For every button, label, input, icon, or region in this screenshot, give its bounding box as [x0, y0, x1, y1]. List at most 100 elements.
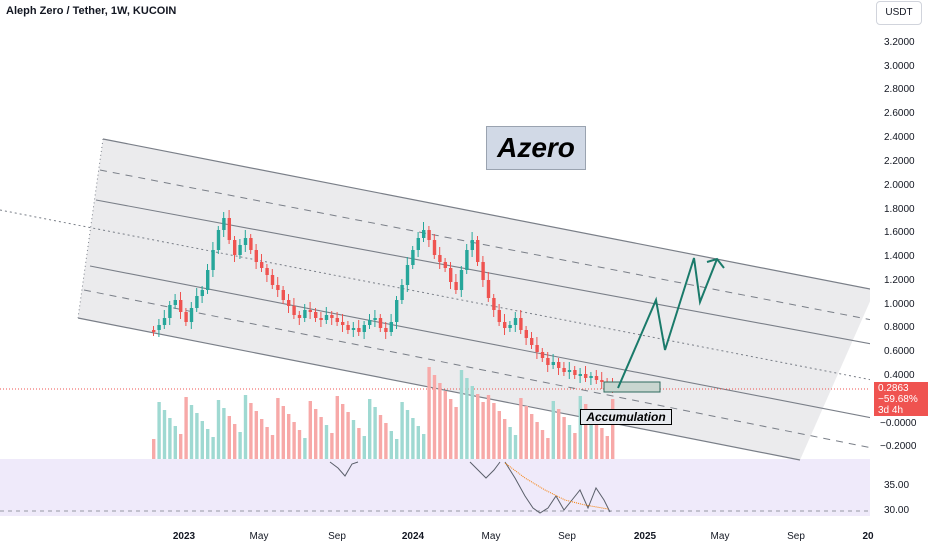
candle-body: [481, 262, 485, 280]
candle-body: [179, 300, 183, 312]
candle-body: [297, 315, 302, 318]
candle-body: [400, 285, 404, 300]
candle-body: [416, 238, 420, 250]
candle-body: [459, 270, 464, 290]
volume-bar: [243, 395, 248, 459]
candle-body: [535, 345, 539, 352]
time-tick: May: [481, 531, 501, 542]
candle-body: [589, 376, 593, 378]
volume-bar: [179, 434, 183, 459]
volume-bar: [557, 409, 561, 459]
candle-body: [378, 318, 383, 328]
candle-body: [211, 250, 215, 270]
candle-body: [513, 318, 518, 325]
volume-bar: [438, 383, 442, 459]
volume-bar: [287, 414, 291, 459]
volume-bar: [378, 415, 383, 459]
volume-bar: [206, 429, 210, 459]
candle-body: [368, 320, 372, 325]
candle-body: [184, 312, 188, 322]
volume-bar: [384, 423, 388, 459]
time-tick: Sep: [787, 531, 805, 542]
candle-body: [319, 318, 323, 320]
volume-bar: [605, 436, 609, 459]
candle-body: [594, 376, 599, 380]
candle-body: [524, 330, 528, 338]
candle-body: [162, 318, 167, 325]
candle-body: [557, 362, 561, 368]
candle-body: [243, 238, 248, 245]
volume-bar: [551, 401, 555, 459]
volume-bar: [195, 413, 199, 459]
volume-bar: [260, 419, 264, 459]
volume-bar: [508, 427, 512, 459]
price-tick: 2.0000: [884, 180, 915, 191]
volume-bar: [432, 375, 437, 459]
volume-bar: [162, 410, 167, 459]
volume-bar: [594, 420, 599, 459]
candle-body: [389, 322, 393, 332]
candle-body: [384, 328, 388, 332]
price-tick: 0.8000: [884, 322, 915, 333]
candle-body: [470, 240, 474, 250]
candle-body: [546, 358, 550, 365]
candle-body: [292, 306, 296, 315]
volume-bar: [443, 391, 447, 459]
volume-bars: [152, 367, 615, 459]
candle-body: [276, 285, 280, 290]
volume-bar: [362, 436, 366, 459]
candle-body: [173, 300, 177, 305]
candle-body: [584, 374, 588, 378]
candle-body: [357, 328, 361, 332]
rsi-ma-line: [504, 462, 609, 510]
volume-bar: [303, 438, 307, 459]
candle-body: [492, 298, 496, 310]
time-axis[interactable]: 2023 May Sep 2024 May Sep 2025 May Sep 2…: [0, 525, 874, 550]
candle-body: [303, 310, 307, 318]
volume-bar: [470, 386, 474, 459]
candle-body: [411, 250, 415, 265]
volume-bar: [546, 438, 550, 459]
candle-body: [249, 238, 253, 250]
time-tick: Sep: [558, 531, 576, 542]
volume-bar: [611, 399, 615, 459]
candlesticks: [152, 210, 615, 393]
candle-body: [152, 330, 156, 332]
volume-bar: [416, 426, 420, 459]
candle-body: [508, 325, 512, 328]
price-tick: 2.2000: [884, 156, 915, 167]
price-tick: 2.8000: [884, 84, 915, 95]
volume-bar: [319, 417, 323, 459]
candle-body: [308, 310, 312, 312]
candle-body: [330, 315, 334, 318]
volume-bar: [270, 435, 275, 459]
volume-bar: [152, 439, 156, 459]
volume-bar: [584, 404, 588, 459]
candle-body: [341, 322, 345, 325]
price-chart[interactable]: [0, 0, 870, 525]
candle-body: [287, 300, 291, 306]
volume-bar: [389, 431, 393, 459]
volume-bar: [422, 434, 426, 459]
volume-bar: [351, 420, 356, 459]
volume-bar: [476, 394, 480, 459]
current-price: 0.2863: [878, 383, 909, 394]
candle-body: [260, 262, 264, 268]
volume-bar: [184, 397, 188, 459]
bar-countdown: 3d 4h: [878, 405, 904, 416]
candle-body: [600, 380, 604, 382]
candle-body: [438, 255, 442, 262]
candle-body: [346, 325, 350, 330]
volume-bar: [578, 396, 582, 459]
price-axis[interactable]: 3.2000 3.0000 2.8000 2.6000 2.4000 2.200…: [870, 0, 932, 550]
candle-body: [519, 318, 523, 330]
candle-body: [395, 300, 399, 322]
candle-body: [405, 265, 410, 285]
volume-bar: [297, 430, 302, 459]
volume-bar: [459, 370, 464, 459]
volume-bar: [227, 416, 231, 459]
currency-button[interactable]: USDT: [876, 1, 922, 25]
chart-title: Aleph Zero / Tether, 1W, KUCOIN: [6, 5, 177, 17]
accumulation-label: Accumulation: [580, 409, 672, 425]
rsi-tick: 35.00: [884, 480, 910, 491]
